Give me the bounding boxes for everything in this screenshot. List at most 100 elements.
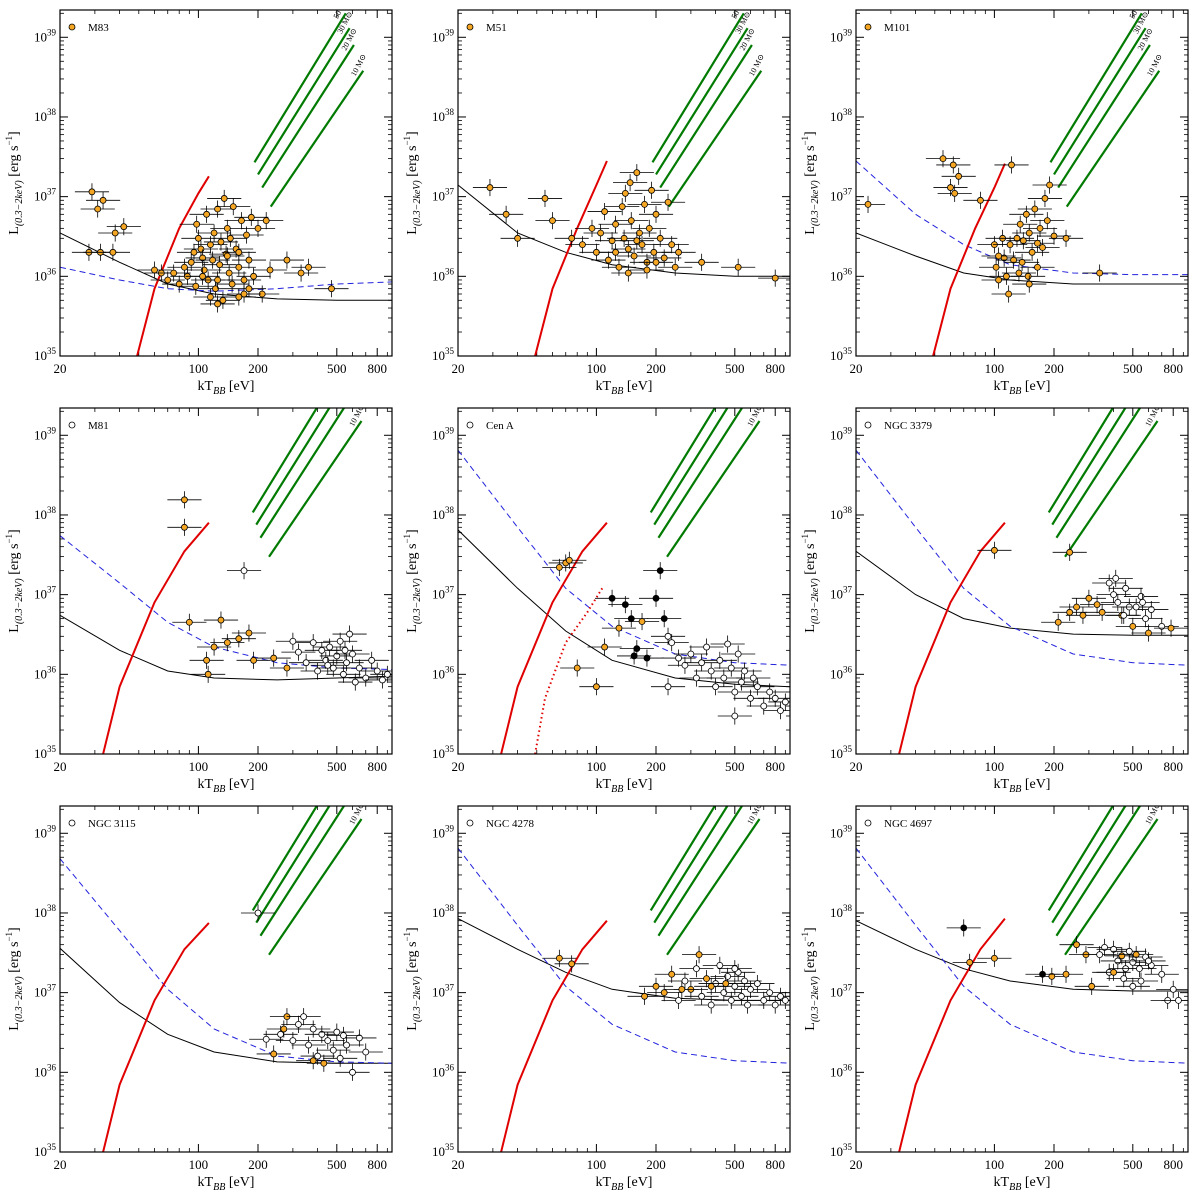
data-point: [328, 285, 335, 293]
y-tick-label: 1035: [830, 1142, 853, 1159]
data-point: [955, 172, 963, 180]
data-point: [333, 652, 341, 660]
y-tick-exponent: 35: [47, 744, 57, 754]
mass-track-line: [1053, 27, 1147, 176]
y-tick-base: 10: [830, 825, 843, 840]
mass-track-line: [257, 27, 351, 176]
data-point: [240, 276, 248, 284]
y-tick-base: 10: [432, 29, 445, 44]
mass-track-line: [1051, 408, 1127, 526]
data-point: [712, 683, 720, 691]
data-point: [1139, 598, 1146, 606]
data-point: [212, 285, 219, 293]
data-point: [593, 683, 600, 691]
data-point: [766, 688, 774, 696]
y-tick-base: 10: [432, 985, 445, 1000]
mass-track-line: [269, 70, 365, 208]
data-point: [225, 269, 233, 277]
data-point: [120, 223, 128, 231]
data-point: [324, 661, 332, 669]
x-tick-label: 500: [327, 759, 347, 774]
y-label-close: ]: [7, 131, 22, 136]
data-point: [1167, 624, 1175, 632]
data-point: [379, 676, 386, 684]
data-point: [235, 293, 243, 301]
data-point: [1114, 598, 1122, 606]
red-dotted-curve: [534, 587, 604, 754]
legend-label: Cen A: [486, 420, 514, 432]
data-point: [722, 980, 730, 987]
data-point: [656, 234, 664, 242]
data-point: [621, 189, 629, 197]
mass-track-line: [657, 806, 744, 937]
data-point: [181, 496, 188, 504]
data-point: [960, 924, 968, 932]
data-point: [170, 269, 178, 277]
y-label-unit: [erg s: [803, 146, 818, 181]
data-point: [630, 252, 638, 260]
data-point: [346, 630, 353, 638]
x-tick-label: 200: [1044, 1157, 1064, 1172]
data-point: [731, 688, 739, 696]
data-point: [681, 661, 689, 669]
data-point: [277, 1030, 284, 1038]
mass-track-line: [651, 12, 745, 163]
y-tick-exponent: 37: [843, 585, 853, 595]
y-tick-label: 1039: [830, 425, 853, 442]
y-axis-label: L(0.3−2keV) [erg s−1]: [800, 529, 821, 632]
x-tick-label: 100: [189, 759, 209, 774]
legend-marker: [68, 421, 76, 429]
y-tick-exponent: 39: [843, 27, 853, 37]
y-tick-base: 10: [830, 985, 843, 1000]
x-tick-label: 800: [367, 1157, 387, 1172]
data-point: [280, 1025, 288, 1033]
data-point: [608, 594, 616, 602]
data-point: [295, 648, 302, 656]
y-axis-label: L(0.3−2keV) [erg s−1]: [4, 529, 25, 632]
dashed-model-curve: [60, 858, 392, 1064]
data-point: [693, 965, 700, 973]
data-point: [1079, 611, 1087, 619]
data-point: [1110, 945, 1118, 953]
data-point: [771, 274, 779, 282]
data-point: [151, 266, 158, 274]
data-point: [1062, 234, 1070, 242]
data-point: [1028, 248, 1036, 256]
y-tick-exponent: 36: [47, 1062, 57, 1072]
mass-track-label: 50 M⊙: [332, 0, 351, 20]
y-label-sub: (0.3−2keV): [14, 578, 25, 625]
y-tick-label: 1035: [432, 346, 455, 363]
data-point: [1062, 970, 1070, 978]
y-label-exponent: −1: [402, 932, 412, 942]
x-label-main: kT: [994, 379, 1010, 394]
plot-area: 50 M⊙30 M⊙20 M⊙10 M⊙: [856, 806, 1188, 1152]
dashed-model-curve: [60, 266, 392, 292]
mass-track-label: 20 M⊙: [338, 775, 357, 800]
x-axis-label: kTBB [eV]: [994, 1175, 1051, 1193]
x-label-main: kT: [198, 379, 214, 394]
data-point: [1120, 611, 1128, 619]
mass-track-line: [259, 806, 346, 937]
data-point: [724, 640, 732, 648]
x-tick-label: 100: [587, 1157, 607, 1172]
data-point: [297, 269, 305, 277]
y-tick-base: 10: [34, 29, 47, 44]
y-label-exponent: −1: [800, 534, 810, 544]
x-tick-label: 20: [452, 361, 465, 376]
data-point: [1039, 970, 1046, 978]
dashed-model-curve: [856, 847, 1188, 1064]
y-label-main: L: [803, 1022, 818, 1031]
x-tick-label: 500: [327, 1157, 347, 1172]
y-label-unit: [erg s: [803, 544, 818, 579]
y-tick-base: 10: [830, 507, 843, 522]
x-tick-label: 500: [725, 759, 745, 774]
x-axis-label: kTBB [eV]: [198, 379, 255, 397]
y-label-main: L: [803, 624, 818, 633]
data-point: [633, 645, 641, 653]
data-point: [245, 285, 253, 293]
x-axis-label: kTBB [eV]: [994, 777, 1051, 795]
